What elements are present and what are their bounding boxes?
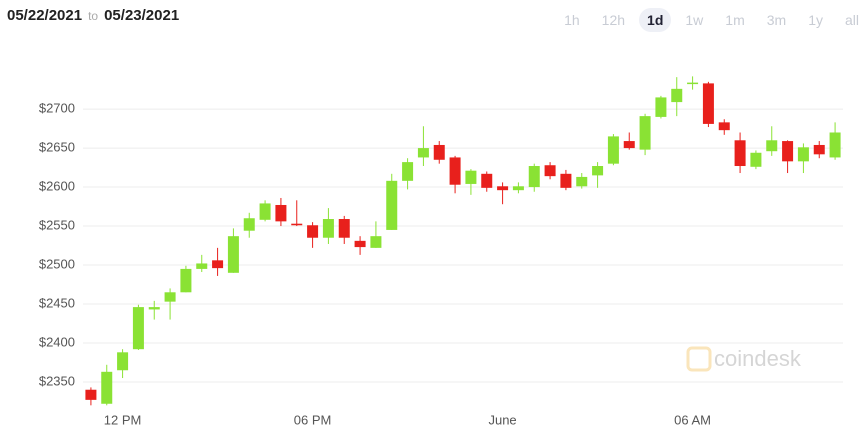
candle-body xyxy=(212,260,224,269)
candle-body xyxy=(322,219,334,238)
date-to: 05/23/2021 xyxy=(104,7,180,24)
candle-body xyxy=(655,97,667,117)
candle-body xyxy=(148,307,160,310)
candle-body xyxy=(259,203,271,220)
candle-body xyxy=(449,157,461,185)
candle-body xyxy=(607,136,619,164)
candle-body xyxy=(687,82,699,85)
candle-body xyxy=(512,186,524,191)
candle-body xyxy=(132,307,144,350)
candle-body xyxy=(465,170,477,184)
candle-body xyxy=(433,144,445,160)
candle-body xyxy=(386,180,398,230)
candle-body xyxy=(227,236,239,273)
candle-body xyxy=(592,166,604,176)
candle-body xyxy=(782,141,794,162)
x-tick-label: 06 AM xyxy=(674,412,711,427)
range-button[interactable]: 3m xyxy=(766,12,787,28)
candle-body xyxy=(576,176,588,187)
candle-body xyxy=(164,292,176,302)
candle-body xyxy=(370,236,382,248)
candle-body xyxy=(307,225,319,238)
range-button[interactable]: 1h xyxy=(564,12,580,28)
y-tick-label: $2550 xyxy=(39,217,75,232)
range-button[interactable]: 1d xyxy=(639,8,672,32)
x-tick-label: June xyxy=(488,412,516,427)
candle-body xyxy=(766,140,778,152)
date-from: 05/22/2021 xyxy=(7,7,83,24)
candle-body xyxy=(196,263,208,269)
range-button[interactable]: 1w xyxy=(685,12,704,28)
range-button[interactable]: all xyxy=(844,12,859,28)
candle-body xyxy=(497,186,509,191)
candle-body xyxy=(718,122,730,131)
candle-body xyxy=(829,132,841,158)
y-tick-label: $2350 xyxy=(39,373,75,388)
candle-body xyxy=(180,268,192,293)
candle-body xyxy=(101,371,113,404)
candle-body xyxy=(750,152,762,167)
candle-body xyxy=(797,147,809,162)
y-tick-label: $2500 xyxy=(39,256,75,271)
range-button[interactable]: 1y xyxy=(808,12,823,28)
y-tick-label: $2700 xyxy=(39,101,75,116)
candle-body xyxy=(813,144,825,155)
candle-body xyxy=(639,116,651,150)
candle-body xyxy=(544,165,556,177)
candle-body xyxy=(481,173,493,188)
y-tick-label: $2600 xyxy=(39,178,75,193)
candle-body xyxy=(338,219,350,238)
candle-body xyxy=(85,389,97,400)
candle-body xyxy=(117,352,129,371)
candle-body xyxy=(417,148,429,158)
date-range: 05/22/2021 to 05/23/2021 xyxy=(7,7,179,24)
candle-body xyxy=(702,83,714,124)
range-selector: 1h 12h 1d 1w 1m 3m 1y all xyxy=(550,8,867,32)
y-tick-label: $2400 xyxy=(39,334,75,349)
date-separator: to xyxy=(88,9,99,23)
candle-body xyxy=(734,140,746,167)
candle-body xyxy=(623,141,635,149)
candle-body xyxy=(291,223,303,226)
watermark: coindesk xyxy=(686,346,802,372)
watermark-text: coindesk xyxy=(714,346,802,371)
candle-body xyxy=(354,240,366,248)
candle-body xyxy=(243,218,255,231)
watermark-logo xyxy=(686,346,712,372)
x-tick-label: 12 PM xyxy=(104,412,142,427)
candle-body xyxy=(402,162,414,181)
candle-body xyxy=(560,173,572,188)
range-button[interactable]: 12h xyxy=(601,12,626,28)
x-tick-label: 06 PM xyxy=(294,412,332,427)
grid xyxy=(83,108,843,383)
y-tick-label: $2450 xyxy=(39,295,75,310)
candle-body xyxy=(275,204,287,222)
y-tick-label: $2650 xyxy=(39,140,75,155)
candle-body xyxy=(671,88,683,103)
range-button[interactable]: 1m xyxy=(725,12,745,28)
candle-body xyxy=(528,166,540,188)
